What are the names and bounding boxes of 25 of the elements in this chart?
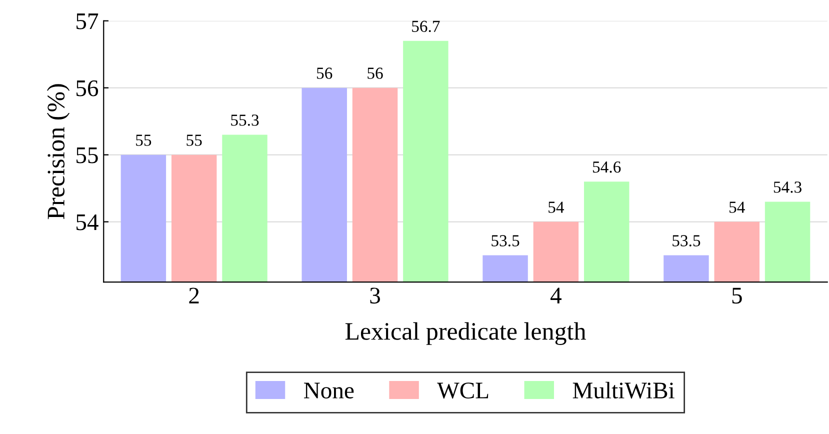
data-label: 53.5	[672, 235, 700, 246]
legend-label: MultiWiBi	[572, 382, 674, 399]
data-label: 56	[316, 68, 332, 79]
data-label: 54.3	[774, 182, 802, 193]
data-label: 54	[548, 202, 564, 213]
data-label: 56.7	[412, 20, 440, 32]
data-label: 53.5	[492, 235, 520, 246]
legend-label: None	[304, 382, 354, 398]
x-axis-title: Lexical predicate length	[345, 322, 586, 346]
legend-label: WCL	[437, 382, 488, 399]
data-label: 56	[368, 68, 383, 79]
data-label: 55	[136, 134, 152, 146]
data-label: 55.3	[231, 114, 259, 126]
x-tick-label: 4	[550, 288, 562, 304]
y-tick-label: 56	[76, 80, 98, 96]
x-tick-label: 5	[732, 288, 742, 304]
x-tick-label: 2	[189, 288, 199, 304]
data-label: 55	[186, 134, 202, 146]
x-tick-label: 3	[370, 288, 380, 304]
y-axis-title: Precision (%)	[46, 84, 70, 220]
y-tick-label: 55	[76, 148, 98, 164]
data-label: 54	[730, 202, 745, 213]
y-tick-label: 54	[76, 214, 98, 230]
data-label: 54.6	[592, 161, 621, 173]
y-tick-label: 57	[76, 14, 98, 30]
